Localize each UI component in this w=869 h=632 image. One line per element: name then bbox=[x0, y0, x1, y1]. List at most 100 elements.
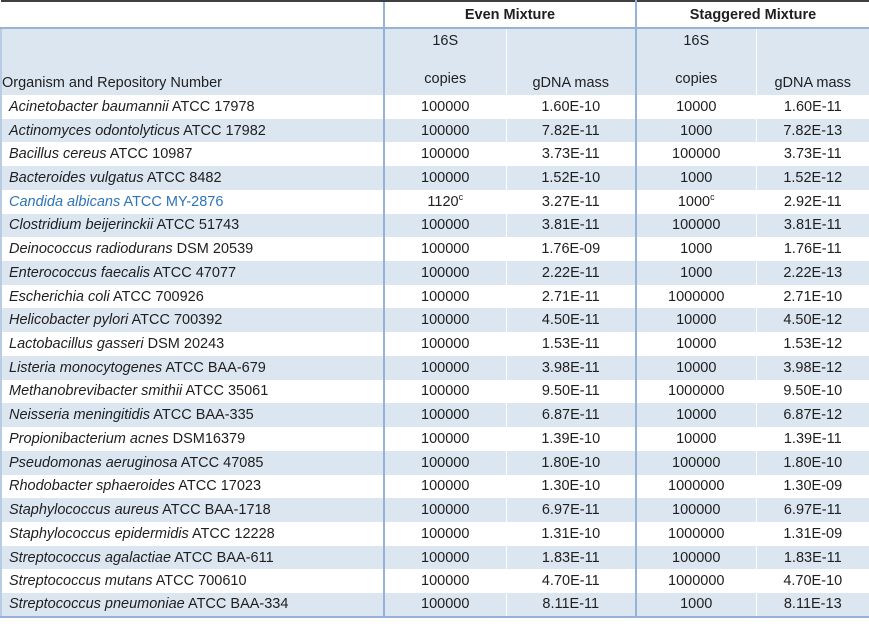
organism-name: Actinomyces odontolyticus bbox=[9, 122, 180, 139]
staggered-gdna-mass-cell: 1.31E-09 bbox=[755, 521, 869, 546]
even-gdna-mass-cell: 4.70E-11 bbox=[505, 569, 636, 594]
organism-repository: ATCC 47077 bbox=[153, 264, 237, 281]
even-gdna-mass-cell: 2.22E-11 bbox=[505, 261, 636, 285]
staggered-16s-copies-value: 10000 bbox=[676, 407, 717, 424]
organism-name: Pseudomonas aeruginosa bbox=[9, 454, 178, 471]
even-16s-copies-value: 100000 bbox=[421, 407, 470, 424]
column-header-even-16s-copies: 16S copies bbox=[383, 28, 506, 95]
organism-name: Helicobacter pylori bbox=[9, 312, 129, 329]
staggered-16s-copies-value: 100000 bbox=[672, 217, 721, 234]
even-16s-copies-cell: 100000 bbox=[383, 545, 506, 570]
staggered-16s-copies-cell: 1000 bbox=[635, 118, 756, 143]
even-16s-copies-value: 100000 bbox=[421, 146, 470, 163]
even-gdna-mass-cell: 9.50E-11 bbox=[505, 379, 636, 404]
even-16s-copies-value: 100000 bbox=[421, 122, 470, 139]
staggered-16s-copies-cell: 1000 bbox=[635, 261, 756, 285]
staggered-16s-copies-value: 1000000 bbox=[668, 288, 725, 305]
staggered-16s-copies-value: 1000000 bbox=[668, 383, 725, 400]
organism-name: Staphylococcus epidermidis bbox=[9, 525, 189, 542]
column-header-staggered-gdna-mass: gDNA mass bbox=[755, 28, 869, 95]
table-row: Candida albicans ATCC MY-2876 1120c 3.27… bbox=[0, 189, 869, 214]
table-row: Methanobrevibacter smithii ATCC 35061 10… bbox=[0, 379, 869, 404]
table-row: Streptococcus agalactiae ATCC BAA-611 10… bbox=[0, 545, 869, 570]
table-row: Bacteroides vulgatus ATCC 8482 100000 1.… bbox=[0, 166, 869, 190]
table-row: Streptococcus mutans ATCC 700610 100000 … bbox=[0, 569, 869, 594]
staggered-16s-copies-cell: 10000 bbox=[635, 427, 756, 451]
even-16s-copies-cell: 100000 bbox=[383, 474, 506, 499]
staggered-16s-copies-cell: 10000 bbox=[635, 308, 756, 333]
staggered-16s-copies-value: 1000 bbox=[680, 241, 713, 258]
staggered-16s-copies-value: 1000 bbox=[680, 264, 713, 281]
table-row: Pseudomonas aeruginosa ATCC 47085 100000… bbox=[0, 450, 869, 475]
even-16s-copies-value: 100000 bbox=[421, 383, 470, 400]
organism-name: Bacillus cereus bbox=[9, 146, 107, 163]
organism-name: Enterococcus faecalis bbox=[9, 264, 151, 281]
table-row: Bacillus cereus ATCC 10987 100000 3.73E-… bbox=[0, 142, 869, 167]
organism-cell: Listeria monocytogenes ATCC BAA-679 bbox=[0, 355, 384, 380]
organism-repository: DSM 20243 bbox=[147, 336, 225, 353]
organism-cell: Enterococcus faecalis ATCC 47077 bbox=[0, 261, 384, 285]
organism-repository: ATCC 12228 bbox=[191, 525, 275, 542]
even-16s-copies-value: 100000 bbox=[421, 288, 470, 305]
organism-name: Deinococcus radiodurans bbox=[9, 241, 173, 258]
staggered-gdna-mass-cell: 2.22E-13 bbox=[755, 261, 869, 285]
staggered-16s-copies-value: 100000 bbox=[672, 146, 721, 163]
staggered-gdna-mass-cell: 1.83E-11 bbox=[755, 545, 869, 570]
staggered-gdna-mass-cell: 1.60E-11 bbox=[755, 95, 869, 119]
even-16s-copies-value: 100000 bbox=[421, 573, 470, 590]
organism-repository: ATCC BAA-679 bbox=[165, 359, 266, 376]
organism-name: Streptococcus agalactiae bbox=[9, 549, 172, 566]
staggered-16s-copies-cell: 100000 bbox=[635, 545, 756, 570]
staggered-16s-copies-value: 100000 bbox=[672, 502, 721, 519]
organism-cell: Bacteroides vulgatus ATCC 8482 bbox=[0, 166, 384, 190]
staggered-gdna-mass-cell: 9.50E-10 bbox=[755, 379, 869, 404]
organism-repository: ATCC 700610 bbox=[155, 573, 247, 590]
even-16s-copies-value: 100000 bbox=[421, 217, 470, 234]
table-body: Acinetobacter baumannii ATCC 17978 10000… bbox=[0, 95, 869, 618]
even-gdna-mass-cell: 3.81E-11 bbox=[505, 213, 636, 238]
even-gdna-mass-cell: 7.82E-11 bbox=[505, 118, 636, 143]
header-staggered-mixture: Staggered Mixture bbox=[635, 0, 869, 29]
table-row: Enterococcus faecalis ATCC 47077 100000 … bbox=[0, 261, 869, 285]
even-16s-copies-cell: 100000 bbox=[383, 427, 506, 451]
table-row: Neisseria meningitidis ATCC BAA-335 1000… bbox=[0, 403, 869, 428]
column-header-organism: Organism and Repository Number bbox=[0, 28, 384, 95]
staggered-16s-copies-cell: 10000 bbox=[635, 403, 756, 428]
staggered-16s-copies-cell: 100000 bbox=[635, 213, 756, 238]
even-16s-copies-cell: 100000 bbox=[383, 213, 506, 238]
organism-repository: ATCC 35061 bbox=[185, 383, 269, 400]
even-16s-copies-value: 100000 bbox=[421, 502, 470, 519]
organism-repository: ATCC BAA-335 bbox=[153, 407, 254, 424]
even-gdna-mass-cell: 3.98E-11 bbox=[505, 355, 636, 380]
staggered-16s-copies-value: 1000000 bbox=[668, 573, 725, 590]
organism-cell: Acinetobacter baumannii ATCC 17978 bbox=[0, 95, 384, 119]
even-16s-copies-value: 100000 bbox=[421, 241, 470, 258]
staggered-16s-copies-value: 100000 bbox=[672, 454, 721, 471]
organism-cell: Propionibacterium acnes DSM16379 bbox=[0, 427, 384, 451]
organism-name: Bacteroides vulgatus bbox=[9, 170, 144, 187]
even-gdna-mass-cell: 1.76E-09 bbox=[505, 237, 636, 262]
even-16s-copies-value: 100000 bbox=[421, 170, 470, 187]
even-gdna-mass-cell: 1.52E-10 bbox=[505, 166, 636, 190]
even-gdna-mass-cell: 4.50E-11 bbox=[505, 308, 636, 333]
staggered-gdna-mass-cell: 4.50E-12 bbox=[755, 308, 869, 333]
even-16s-label: 16S bbox=[432, 33, 459, 49]
organism-cell: Escherichia coli ATCC 700926 bbox=[0, 284, 384, 309]
even-16s-copies-value: 100000 bbox=[421, 336, 470, 353]
table-row: Actinomyces odontolyticus ATCC 17982 100… bbox=[0, 118, 869, 143]
organism-repository: ATCC 17023 bbox=[178, 478, 262, 495]
organism-cell: Lactobacillus gasseri DSM 20243 bbox=[0, 332, 384, 356]
staggered-16s-copies-value: 10000 bbox=[676, 98, 717, 115]
staggered-gdna-mass-cell: 3.98E-12 bbox=[755, 355, 869, 380]
even-16s-copies-cell: 100000 bbox=[383, 593, 506, 618]
organism-cell: Rhodobacter sphaeroides ATCC 17023 bbox=[0, 474, 384, 499]
organism-cell: Methanobrevibacter smithii ATCC 35061 bbox=[0, 379, 384, 404]
staggered-gdna-mass-cell: 7.82E-13 bbox=[755, 118, 869, 143]
table-row: Propionibacterium acnes DSM16379 100000 … bbox=[0, 427, 869, 451]
organism-repository: ATCC 17978 bbox=[171, 98, 255, 115]
organism-cell: Deinococcus radiodurans DSM 20539 bbox=[0, 237, 384, 262]
staggered-16s-copies-cell: 10000 bbox=[635, 95, 756, 119]
organism-name: Lactobacillus gasseri bbox=[9, 336, 144, 353]
organism-cell: Streptococcus pneumoniae ATCC BAA-334 bbox=[0, 593, 384, 618]
even-gdna-mass-cell: 1.31E-10 bbox=[505, 521, 636, 546]
